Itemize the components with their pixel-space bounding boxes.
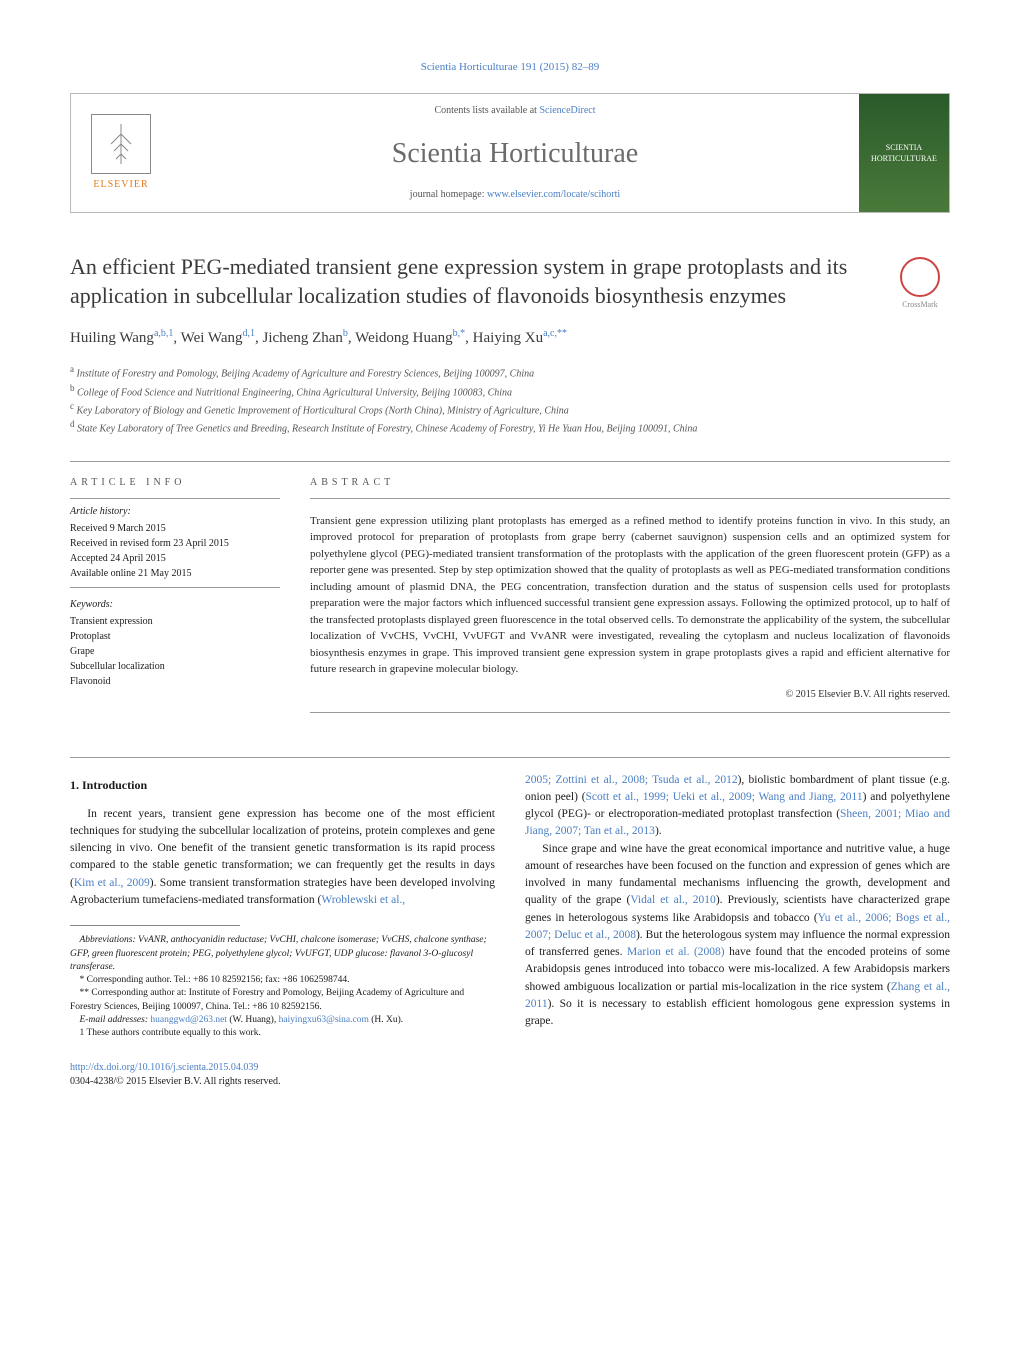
keyword-3: Grape [70, 644, 280, 659]
homepage-prefix: journal homepage: [410, 189, 487, 200]
ref-vidal-2010[interactable]: Vidal et al., 2010 [630, 894, 716, 906]
crossmark-label: CrossMark [902, 299, 938, 310]
keyword-4: Subcellular localization [70, 659, 280, 674]
footnote-emails: E-mail addresses: huanggwd@263.net (W. H… [70, 1014, 495, 1027]
authors-line: Huiling Wanga,b,1, Wei Wangd,1, Jicheng … [70, 327, 950, 349]
elsevier-logo: ELSEVIER [71, 94, 171, 212]
journal-cover-thumbnail: SCIENTIA HORTICULTURAE [859, 94, 949, 212]
history-accepted: Accepted 24 April 2015 [70, 551, 280, 566]
abstract-text: Transient gene expression utilizing plan… [310, 513, 950, 678]
crossmark-icon [900, 257, 940, 297]
affiliation-b: b College of Food Science and Nutritiona… [70, 382, 950, 400]
keywords-label: Keywords: [70, 598, 280, 612]
header-center: Contents lists available at ScienceDirec… [171, 94, 859, 212]
journal-header-box: ELSEVIER Contents lists available at Sci… [70, 93, 950, 213]
ref-scott-ueki-wang[interactable]: Scott et al., 1999; Ueki et al., 2009; W… [586, 791, 863, 803]
footnotes-block: Abbreviations: VvANR, anthocyanidin redu… [70, 934, 495, 1040]
email-huang[interactable]: huanggwd@263.net [150, 1015, 227, 1025]
copyright-line: © 2015 Elsevier B.V. All rights reserved… [310, 688, 950, 702]
issn-copyright: 0304-4238/© 2015 Elsevier B.V. All right… [70, 1076, 280, 1087]
journal-name: Scientia Horticulturae [191, 134, 839, 173]
doi-link[interactable]: http://dx.doi.org/10.1016/j.scienta.2015… [70, 1062, 258, 1073]
homepage-link[interactable]: www.elsevier.com/locate/scihorti [487, 189, 620, 200]
ref-marion-2008[interactable]: Marion et al. (2008) [627, 946, 725, 958]
elsevier-wordmark: ELSEVIER [93, 178, 148, 192]
contents-prefix: Contents lists available at [434, 105, 539, 116]
contents-line: Contents lists available at ScienceDirec… [191, 104, 839, 118]
intro-paragraph-1-cont: 2005; Zottini et al., 2008; Tsuda et al.… [525, 772, 950, 841]
ref-zottini-tsuda[interactable]: 2005; Zottini et al., 2008; Tsuda et al.… [525, 774, 738, 786]
article-info-column: ARTICLE INFO Article history: Received 9… [70, 476, 280, 727]
article-info-label: ARTICLE INFO [70, 476, 280, 490]
footnote-equal-contrib: 1 These authors contribute equally to th… [70, 1027, 495, 1040]
homepage-line: journal homepage: www.elsevier.com/locat… [191, 188, 839, 202]
sciencedirect-link[interactable]: ScienceDirect [539, 105, 595, 116]
affiliations: a Institute of Forestry and Pomology, Be… [70, 363, 950, 436]
affiliation-c: c Key Laboratory of Biology and Genetic … [70, 400, 950, 418]
elsevier-tree-icon [91, 114, 151, 174]
intro-paragraph-1: In recent years, transient gene expressi… [70, 806, 495, 910]
ref-kim-2009[interactable]: Kim et al., 2009 [74, 877, 150, 889]
doi-block: http://dx.doi.org/10.1016/j.scienta.2015… [70, 1061, 495, 1089]
divider [70, 461, 950, 462]
crossmark-badge[interactable]: CrossMark [890, 253, 950, 313]
history-label: Article history: [70, 505, 280, 519]
affiliation-a: a Institute of Forestry and Pomology, Be… [70, 363, 950, 381]
ref-wroblewski[interactable]: Wroblewski et al., [321, 894, 405, 906]
footnote-abbreviations: Abbreviations: VvANR, anthocyanidin redu… [70, 934, 495, 974]
article-title: An efficient PEG-mediated transient gene… [70, 253, 870, 310]
intro-paragraph-2: Since grape and wine have the great econ… [525, 841, 950, 1031]
body-two-column: 1. Introduction In recent years, transie… [70, 772, 950, 1089]
footnote-corr-1: * Corresponding author. Tel.: +86 10 825… [70, 974, 495, 987]
introduction-heading: 1. Introduction [70, 776, 495, 794]
journal-reference: Scientia Horticulturae 191 (2015) 82–89 [70, 60, 950, 75]
history-revised: Received in revised form 23 April 2015 [70, 536, 280, 551]
history-online: Available online 21 May 2015 [70, 566, 280, 581]
keyword-2: Protoplast [70, 629, 280, 644]
abstract-column: ABSTRACT Transient gene expression utili… [310, 476, 950, 727]
footnote-corr-2: ** Corresponding author at: Institute of… [70, 987, 495, 1014]
keyword-5: Flavonoid [70, 674, 280, 689]
history-received: Received 9 March 2015 [70, 521, 280, 536]
email-xu[interactable]: haiyingxu63@sina.com [279, 1015, 369, 1025]
affiliation-d: d State Key Laboratory of Tree Genetics … [70, 418, 950, 436]
keyword-1: Transient expression [70, 614, 280, 629]
footnote-divider [70, 925, 240, 926]
abstract-label: ABSTRACT [310, 476, 950, 490]
